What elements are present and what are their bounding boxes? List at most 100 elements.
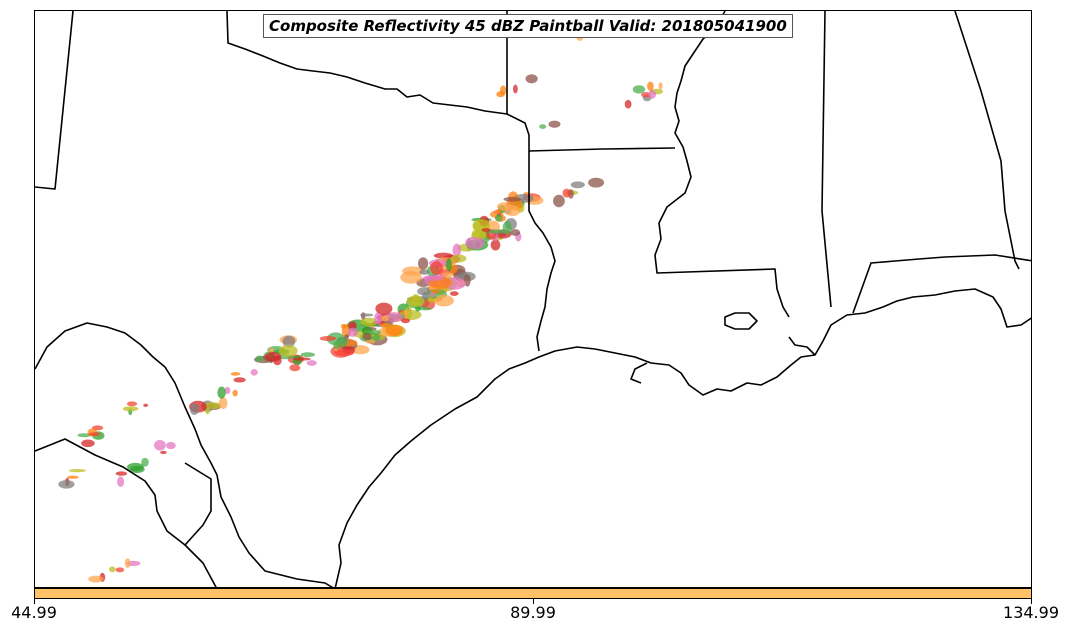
reflectivity-blob	[218, 397, 228, 409]
reflectivity-blob	[504, 205, 521, 217]
reflectivity-blob	[58, 480, 75, 489]
reflectivity-blob	[422, 275, 444, 281]
reflectivity-blob	[154, 440, 166, 451]
reflectivity-blob	[641, 92, 651, 98]
reflectivity-blob	[406, 295, 425, 307]
reflectivity-blob	[445, 258, 452, 272]
reflectivity-blob	[141, 457, 149, 467]
reflectivity-blob	[300, 352, 315, 358]
reflectivity-blob	[465, 236, 485, 250]
reflectivity-blob	[289, 364, 301, 372]
reflectivity-blob	[418, 307, 432, 311]
reflectivity-blob	[495, 214, 503, 222]
bay-inlet-1	[788, 336, 816, 356]
reflectivity-blob	[230, 372, 241, 376]
reflectivity-blob	[513, 84, 518, 94]
reflectivity-blob	[348, 321, 357, 330]
colorbar-tick-min	[34, 599, 35, 604]
reflectivity-blob	[127, 462, 144, 472]
reflectivity-blob	[81, 439, 95, 448]
reflectivity-blob	[451, 254, 467, 263]
reflectivity-blob	[117, 476, 125, 488]
reflectivity-blob	[374, 312, 383, 325]
colorbar-label-max: 134.99	[1003, 603, 1059, 622]
reflectivity-blob	[486, 229, 506, 234]
reflectivity-blob	[503, 196, 521, 202]
reflectivity-blob	[233, 377, 246, 383]
reflectivity-blob	[375, 302, 393, 315]
reflectivity-blob	[359, 313, 374, 317]
reflectivity-blob	[647, 81, 654, 91]
reflectivity-blob	[632, 85, 646, 94]
reflectivity-blob	[400, 318, 411, 324]
reflectivity-blob	[347, 327, 358, 337]
reflectivity-blob	[88, 575, 104, 583]
border-mex-inner	[184, 462, 212, 546]
reflectivity-blob	[334, 349, 355, 357]
reflectivity-blob	[450, 291, 459, 296]
reflectivity-blob	[548, 120, 561, 128]
state-borders	[35, 11, 1031, 587]
mississippi-river	[654, 11, 790, 318]
reflectivity-blob	[403, 308, 409, 319]
reflectivity-blob	[434, 294, 454, 307]
reflectivity-blob	[77, 433, 91, 438]
reflectivity-blob	[385, 324, 404, 336]
border-tx-la	[528, 151, 556, 352]
reflectivity-blob	[658, 82, 663, 90]
reflectivity-blob	[418, 257, 429, 270]
reflectivity-blob	[122, 406, 139, 412]
reflectivity-blob	[362, 333, 372, 341]
reflectivity-blob	[429, 291, 435, 298]
map-title: Composite Reflectivity 45 dBZ Paintball …	[263, 14, 793, 38]
reflectivity-blob	[124, 558, 131, 568]
reflectivity-blob	[430, 261, 443, 275]
reflectivity-blob	[166, 442, 176, 450]
reflectivity-blob	[115, 567, 125, 573]
reflectivity-blob	[88, 432, 101, 437]
border-nm-tx-north	[35, 11, 74, 190]
reflectivity-blob	[525, 74, 538, 84]
border-red-river	[226, 11, 530, 136]
colorbar	[34, 588, 1032, 599]
reflectivity-blob	[109, 566, 116, 573]
reflectivity-blob	[419, 269, 430, 275]
reflectivity-blob	[496, 91, 505, 98]
reflectivity-blob	[490, 239, 501, 251]
colorbar-label-mid: 89.99	[510, 603, 556, 622]
reflectivity-blob	[160, 450, 167, 455]
reflectivity-blob	[232, 389, 238, 397]
reflectivity-blob	[143, 403, 149, 407]
border-rio-grande	[35, 322, 334, 587]
map-panel	[34, 10, 1032, 588]
reflectivity-blob	[431, 289, 441, 294]
reflectivity-blob	[496, 209, 503, 213]
reflectivity-blob	[344, 334, 350, 340]
reflectivity-blob	[452, 243, 462, 257]
reflectivity-blob	[648, 90, 657, 99]
reflectivity-blob	[384, 312, 403, 323]
reflectivity-blob	[115, 471, 128, 476]
reflectivity-blob	[250, 369, 258, 376]
reflectivity-blob	[204, 402, 222, 410]
colorbar-tick-max	[1031, 599, 1032, 604]
border-mex-state	[35, 438, 217, 587]
reflectivity-blob	[562, 188, 572, 198]
reflectivity-blob	[66, 475, 79, 479]
reflectivity-blob	[255, 355, 264, 362]
border-al-fl	[852, 254, 1031, 314]
gulf-coastline	[334, 288, 1031, 587]
reflectivity-blob	[224, 386, 231, 395]
reflectivity-blob	[365, 339, 376, 344]
reflectivity-blob	[481, 228, 491, 232]
reflectivity-blob	[306, 360, 317, 366]
reflectivity-blob	[400, 271, 422, 284]
reflectivity-blob	[539, 124, 547, 129]
reflectivity-blob	[381, 315, 389, 322]
border-ar-la	[528, 147, 676, 152]
reflectivity-blob	[340, 323, 347, 329]
colorbar-label-min: 44.99	[11, 603, 57, 622]
reflectivity-blob	[293, 357, 311, 361]
reflectivity-blob	[510, 229, 521, 236]
reflectivity-blob	[624, 99, 632, 109]
